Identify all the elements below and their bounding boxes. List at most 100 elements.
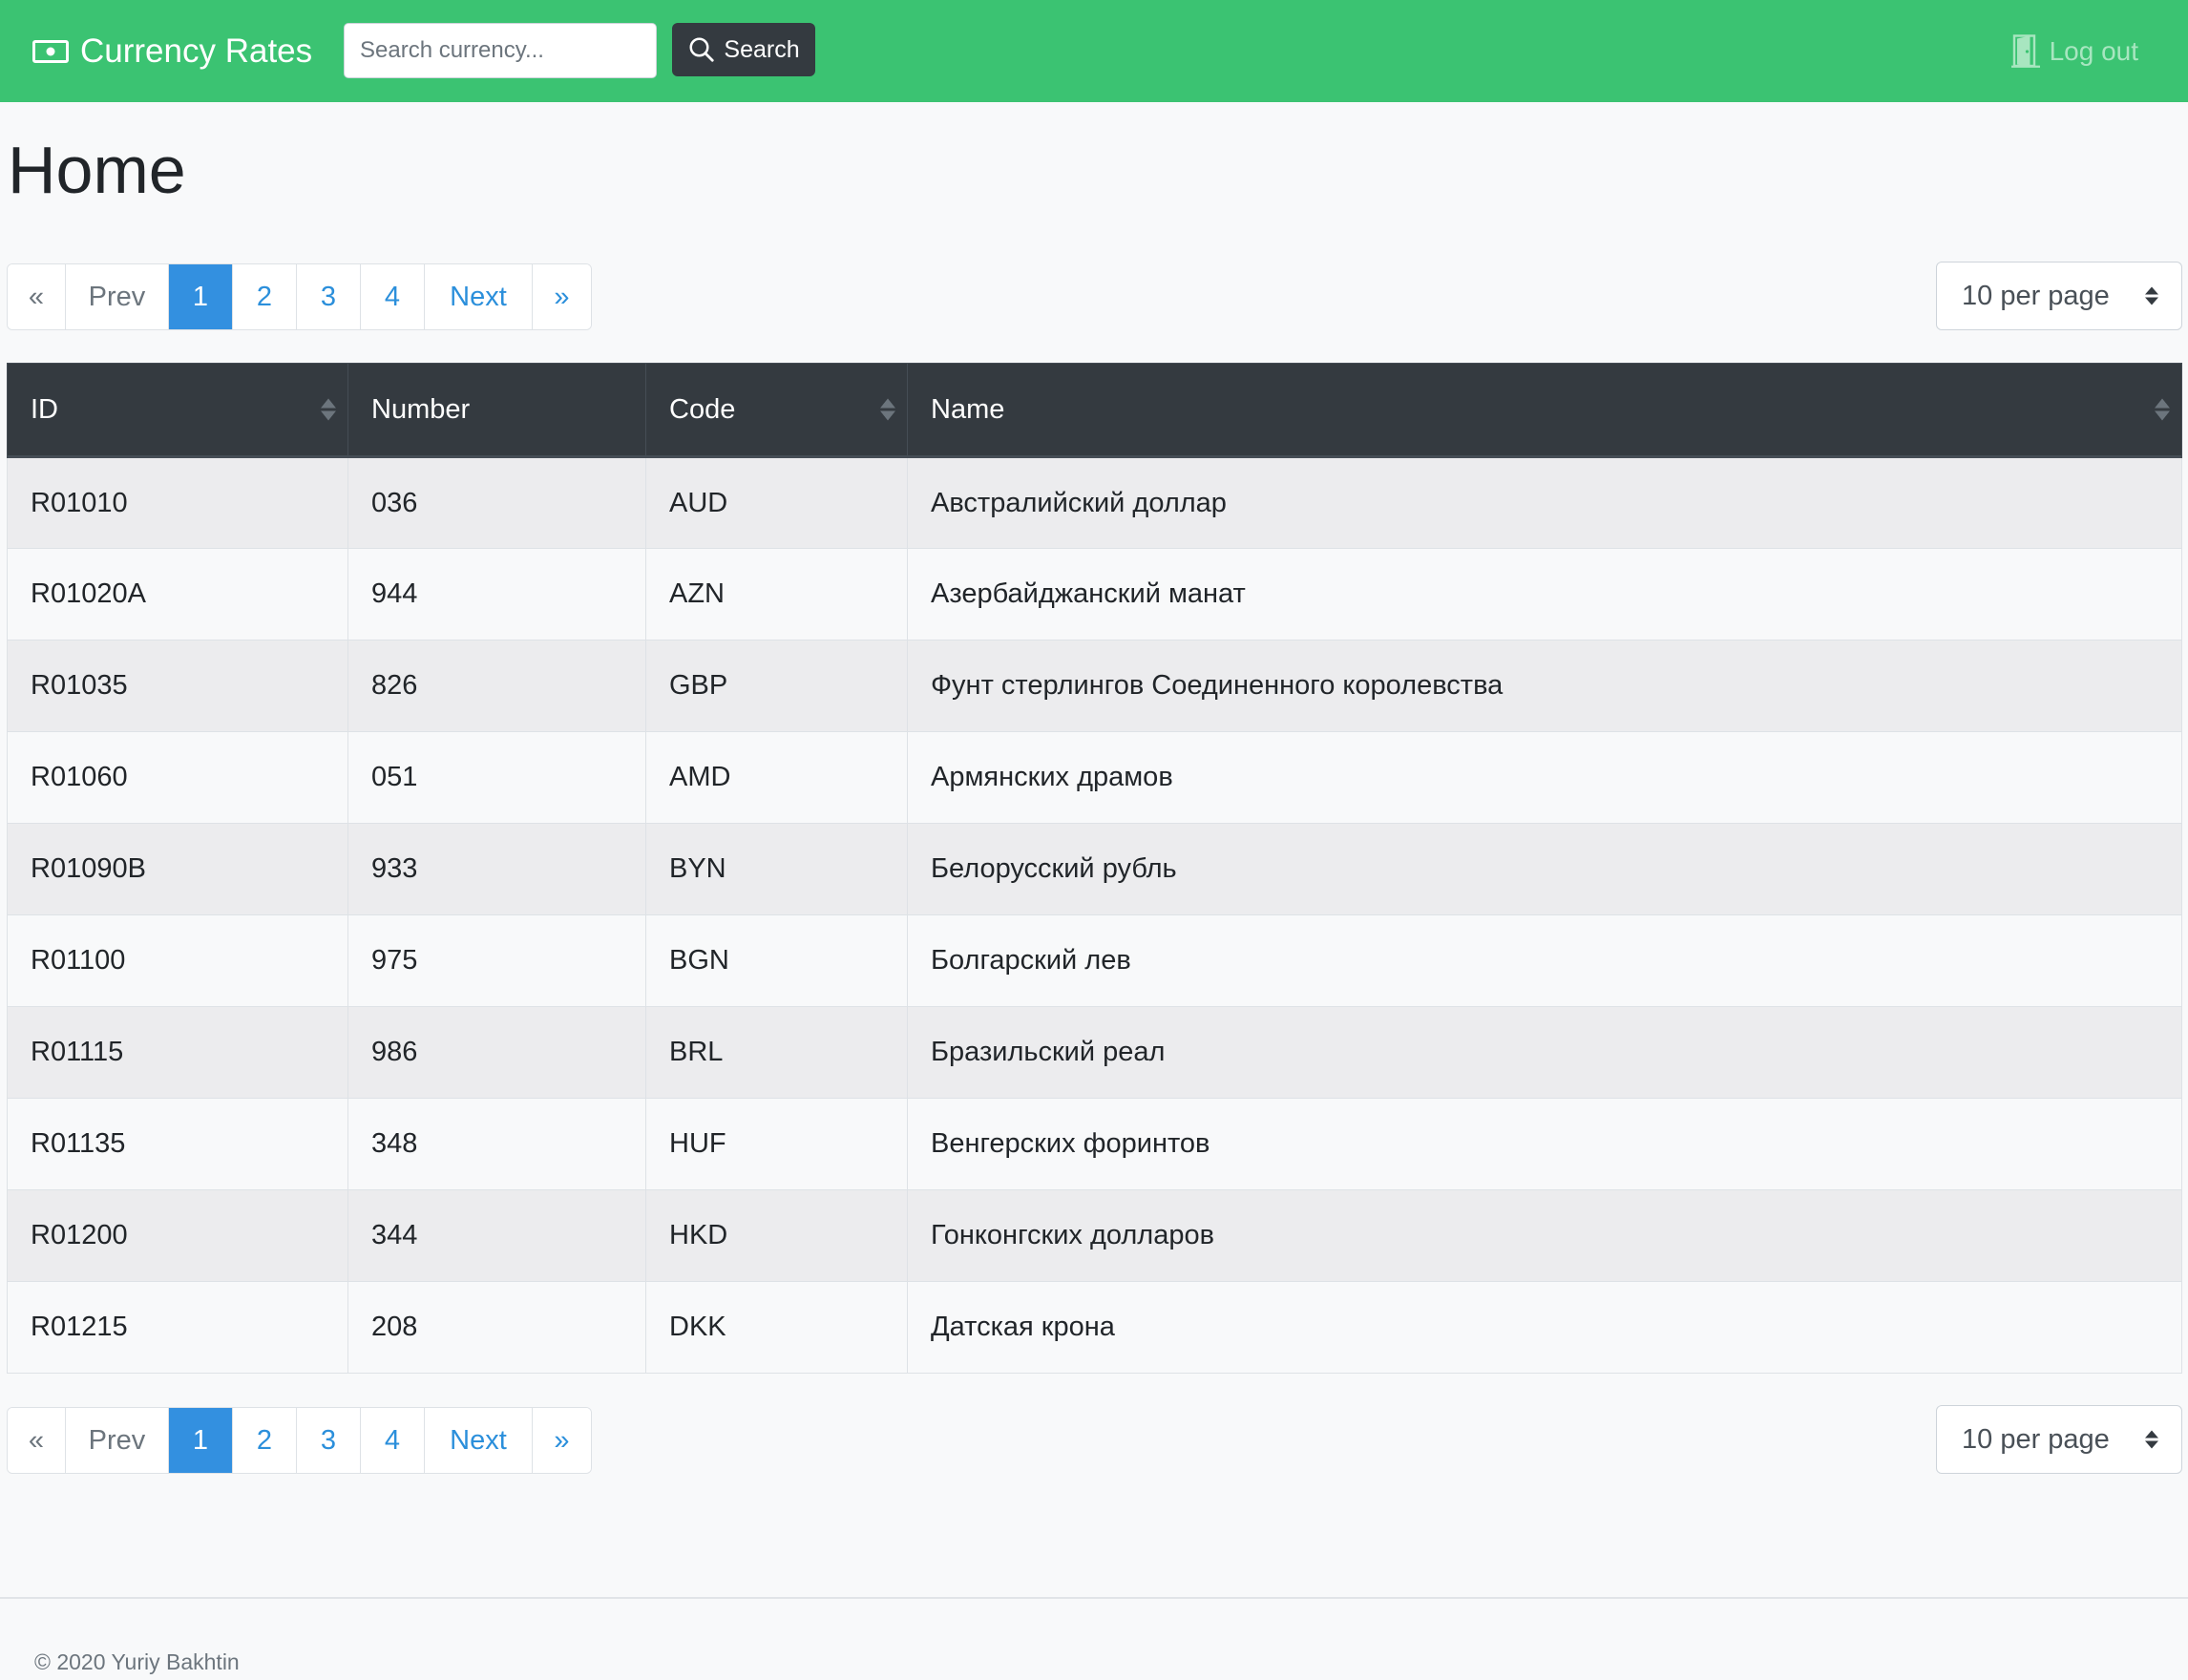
sort-icon [880,398,895,421]
cell-id: R01035 [7,640,348,732]
table-row: R01020A 944 AZN Азербайджанский манат [7,548,2182,640]
cell-code: AZN [645,548,908,640]
cell-code: GBP [645,640,908,732]
column-header-number: Number [347,363,646,458]
cell-code: AUD [645,456,908,549]
money-bill-icon [32,39,69,63]
last-page-button[interactable]: » [533,1408,591,1473]
first-page-button[interactable]: « [8,264,66,329]
table-row: R01010 036 AUD Австралийский доллар [7,456,2182,549]
cell-name: Венгерских форинтов [907,1098,2182,1190]
cell-code: DKK [645,1281,908,1374]
search-button-label: Search [724,35,800,63]
table-row: R01200 344 HKD Гонконгских долларов [7,1189,2182,1282]
cell-id: R01020A [7,548,348,640]
cell-code: HUF [645,1098,908,1190]
per-page-value: 10 per page [1962,1423,2110,1455]
cell-id: R01090B [7,823,348,915]
per-page-value: 10 per page [1962,280,2110,311]
column-header-id[interactable]: ID [7,363,348,458]
pagination-top: « Prev 1 2 3 4 Next » [7,263,592,330]
cell-name: Белорусский рубль [907,823,2182,915]
cell-name: Армянских драмов [907,731,2182,824]
page-title: Home [8,133,186,207]
cell-name: Датская крона [907,1281,2182,1374]
brand-title: Currency Rates [80,32,313,70]
cell-name: Азербайджанский манат [907,548,2182,640]
cell-name: Гонконгских долларов [907,1189,2182,1282]
footer-divider [0,1597,2188,1599]
cell-number: 975 [347,914,646,1007]
table-row: R01090B 933 BYN Белорусский рубль [7,823,2182,915]
column-label: Name [931,393,1005,425]
cell-code: HKD [645,1189,908,1282]
cell-name: Австралийский доллар [907,456,2182,549]
table-row: R01035 826 GBP Фунт стерлингов Соединенн… [7,640,2182,732]
page-1-button[interactable]: 1 [169,1408,233,1473]
page-2-button[interactable]: 2 [233,1408,297,1473]
column-label: Number [371,393,471,425]
search-button[interactable]: Search [672,23,815,76]
select-arrows-icon [2145,286,2158,305]
search-input[interactable] [344,23,657,78]
pagination-bottom: « Prev 1 2 3 4 Next » [7,1407,592,1474]
prev-page-button[interactable]: Prev [66,1408,169,1473]
page-3-button[interactable]: 3 [297,1408,361,1473]
select-arrows-icon [2145,1430,2158,1449]
navbar: Currency Rates Search Log out [0,0,2188,102]
prev-page-button[interactable]: Prev [66,264,169,329]
cell-code: BRL [645,1006,908,1099]
table-row: R01060 051 AMD Армянских драмов [7,731,2182,824]
table-row: R01100 975 BGN Болгарский лев [7,914,2182,1007]
page-4-button[interactable]: 4 [361,1408,425,1473]
logout-label: Log out [2049,35,2138,66]
cell-id: R01010 [7,456,348,549]
sort-icon [321,398,336,421]
column-label: Code [669,393,736,425]
page-2-button[interactable]: 2 [233,264,297,329]
table-row: R01215 208 DKK Датская крона [7,1281,2182,1374]
page-3-button[interactable]: 3 [297,264,361,329]
brand-link[interactable]: Currency Rates [32,0,312,102]
next-page-button[interactable]: Next [425,264,533,329]
column-label: ID [31,393,58,425]
cell-number: 051 [347,731,646,824]
column-header-name[interactable]: Name [907,363,2182,458]
currency-table: ID Number Code Name R01010 036 AUD Австр… [7,363,2182,1374]
cell-name: Болгарский лев [907,914,2182,1007]
page-4-button[interactable]: 4 [361,264,425,329]
cell-number: 944 [347,548,646,640]
page-1-button[interactable]: 1 [169,264,233,329]
column-header-code[interactable]: Code [645,363,908,458]
cell-id: R01135 [7,1098,348,1190]
cell-id: R01200 [7,1189,348,1282]
cell-number: 933 [347,823,646,915]
table-row: R01115 986 BRL Бразильский реал [7,1006,2182,1099]
logout-link[interactable]: Log out [2010,0,2138,102]
cell-code: BYN [645,823,908,915]
cell-id: R01100 [7,914,348,1007]
cell-number: 344 [347,1189,646,1282]
cell-code: AMD [645,731,908,824]
sort-icon [2155,398,2170,421]
footer-copyright: © 2020 Yuriy Bakhtin [34,1649,240,1674]
cell-number: 826 [347,640,646,732]
cell-number: 036 [347,456,646,549]
cell-number: 208 [347,1281,646,1374]
next-page-button[interactable]: Next [425,1408,533,1473]
cell-name: Бразильский реал [907,1006,2182,1099]
cell-number: 986 [347,1006,646,1099]
cell-id: R01060 [7,731,348,824]
last-page-button[interactable]: » [533,264,591,329]
cell-id: R01215 [7,1281,348,1374]
door-icon [2010,33,2040,68]
cell-code: BGN [645,914,908,1007]
table-header-row: ID Number Code Name [7,363,2182,458]
cell-name: Фунт стерлингов Соединенного королевства [907,640,2182,732]
per-page-select-top[interactable]: 10 per page [1936,262,2182,330]
first-page-button[interactable]: « [8,1408,66,1473]
cell-id: R01115 [7,1006,348,1099]
table-row: R01135 348 HUF Венгерских форинтов [7,1098,2182,1190]
search-icon [689,37,715,62]
per-page-select-bottom[interactable]: 10 per page [1936,1405,2182,1474]
